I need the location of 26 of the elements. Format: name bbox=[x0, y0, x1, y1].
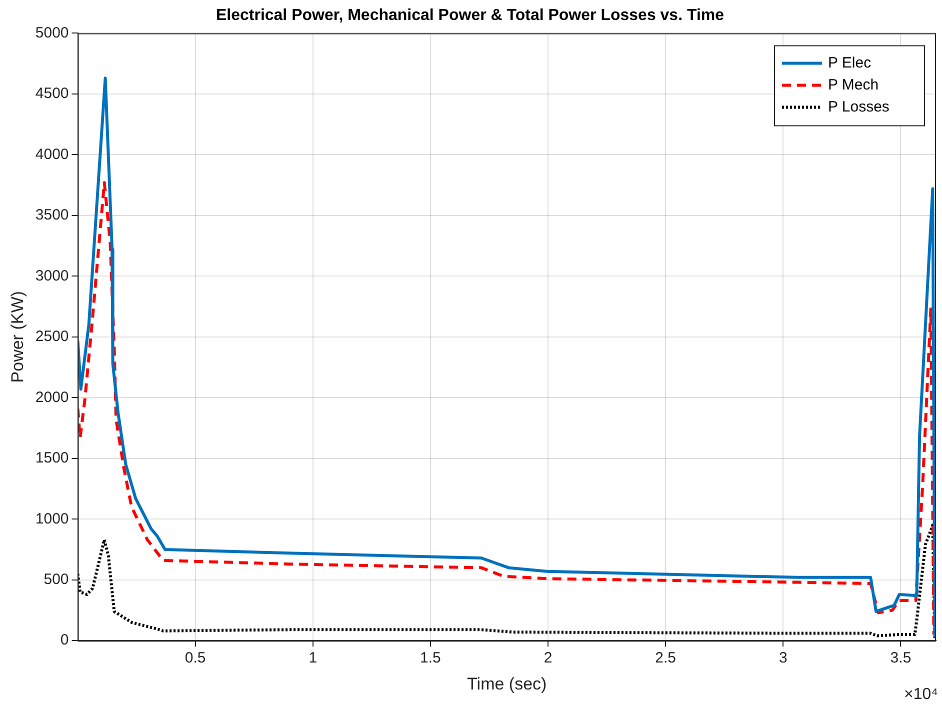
legend-label: P Losses bbox=[828, 98, 890, 116]
y-tick-label: 500 bbox=[44, 571, 69, 588]
y-tick-label: 1500 bbox=[35, 450, 69, 467]
x-tick-label: 3 bbox=[778, 650, 788, 667]
x-tick-label: 2.5 bbox=[655, 650, 676, 667]
line-series bbox=[78, 181, 936, 636]
y-tick-label: 4500 bbox=[35, 85, 69, 102]
x-tick-label: 2 bbox=[544, 650, 552, 667]
y-tick-label: 3500 bbox=[35, 206, 69, 224]
x-tick-label: 1.5 bbox=[420, 650, 441, 667]
text: ×10⁴ bbox=[904, 686, 938, 704]
x-axis-title: Time (sec) bbox=[467, 674, 547, 694]
y-tick-label: 5000 bbox=[35, 24, 69, 42]
chart-title: Electrical Power, Mechanical Power & Total Power Losses vs. Time bbox=[216, 7, 724, 24]
y-tick-label: 0 bbox=[60, 632, 69, 649]
x-tick-label: 3.5 bbox=[890, 650, 912, 667]
y-tick-label: 3000 bbox=[35, 267, 69, 284]
y-tick-label: 2500 bbox=[35, 328, 69, 346]
x-tick-label: 1 bbox=[308, 650, 318, 667]
y-tick-label: 4000 bbox=[35, 146, 69, 163]
legend-label: P Mech bbox=[828, 76, 879, 94]
y-tick-label: 1000 bbox=[35, 510, 69, 528]
y-tick-label: 2000 bbox=[35, 388, 69, 406]
y-axis-title: Power (KW) bbox=[8, 291, 27, 383]
x-tick-label: 0.5 bbox=[184, 650, 206, 667]
legend-label: P Elec bbox=[828, 54, 872, 72]
